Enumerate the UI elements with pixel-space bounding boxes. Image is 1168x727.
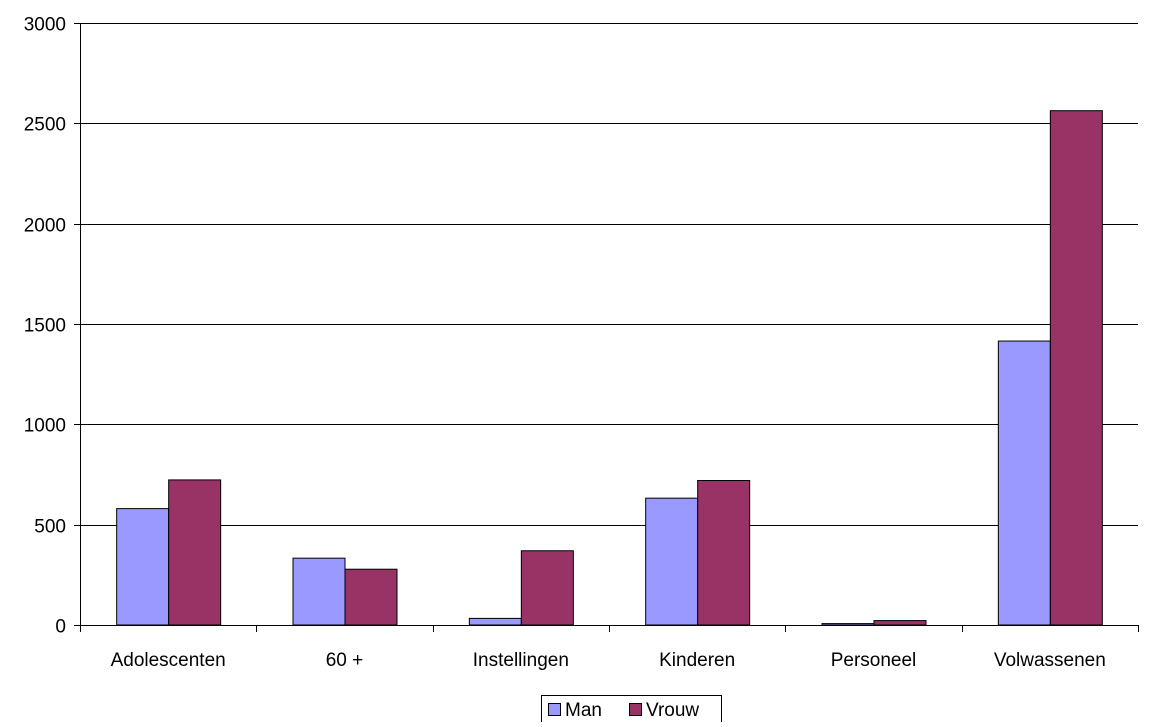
bar-vrouw-3 [697,480,751,626]
y-tick-label: 1500 [24,316,66,337]
bar-vrouw-0 [168,479,222,626]
bar-man-0 [116,508,170,626]
y-tick-label: 0 [55,617,66,638]
bar-man-3 [645,497,699,626]
legend-swatch-man [548,703,561,716]
y-tick-label: 2500 [24,115,66,136]
axes [74,23,1139,632]
y-tick-labels: 0 500 1000 1500 2000 2500 3000 [24,15,66,638]
gridlines [80,23,1138,526]
bars [116,110,1103,626]
x-tick-label: Kinderen [659,650,735,671]
bar-vrouw-1 [344,568,398,626]
x-tick-label: 60 + [326,650,364,671]
bar-man-2 [468,617,522,626]
x-tick-labels: Adolescenten 60 + Instellingen Kinderen Pers… [111,650,1106,671]
bar-vrouw-2 [520,550,574,626]
legend-swatch-vrouw [629,703,642,716]
bar-vrouw-5 [1049,110,1103,626]
x-tick-label: Adolescenten [111,650,226,671]
y-tick-label: 3000 [24,15,66,36]
legend-label-man: Man [565,700,602,721]
x-tick-label: Personeel [831,650,917,671]
legend-label-vrouw: Vrouw [646,700,699,721]
bar-man-5 [997,340,1051,626]
y-tick-label: 500 [34,517,66,538]
y-tick-label: 1000 [24,416,66,437]
bar-man-4 [821,623,875,626]
y-tick-label: 2000 [24,216,66,237]
bar-man-1 [292,557,346,626]
x-tick-label: Volwassenen [994,650,1106,671]
bar-vrouw-4 [873,620,927,626]
x-tick-label: Instellingen [473,650,569,671]
legend: Man Vrouw [541,695,722,723]
